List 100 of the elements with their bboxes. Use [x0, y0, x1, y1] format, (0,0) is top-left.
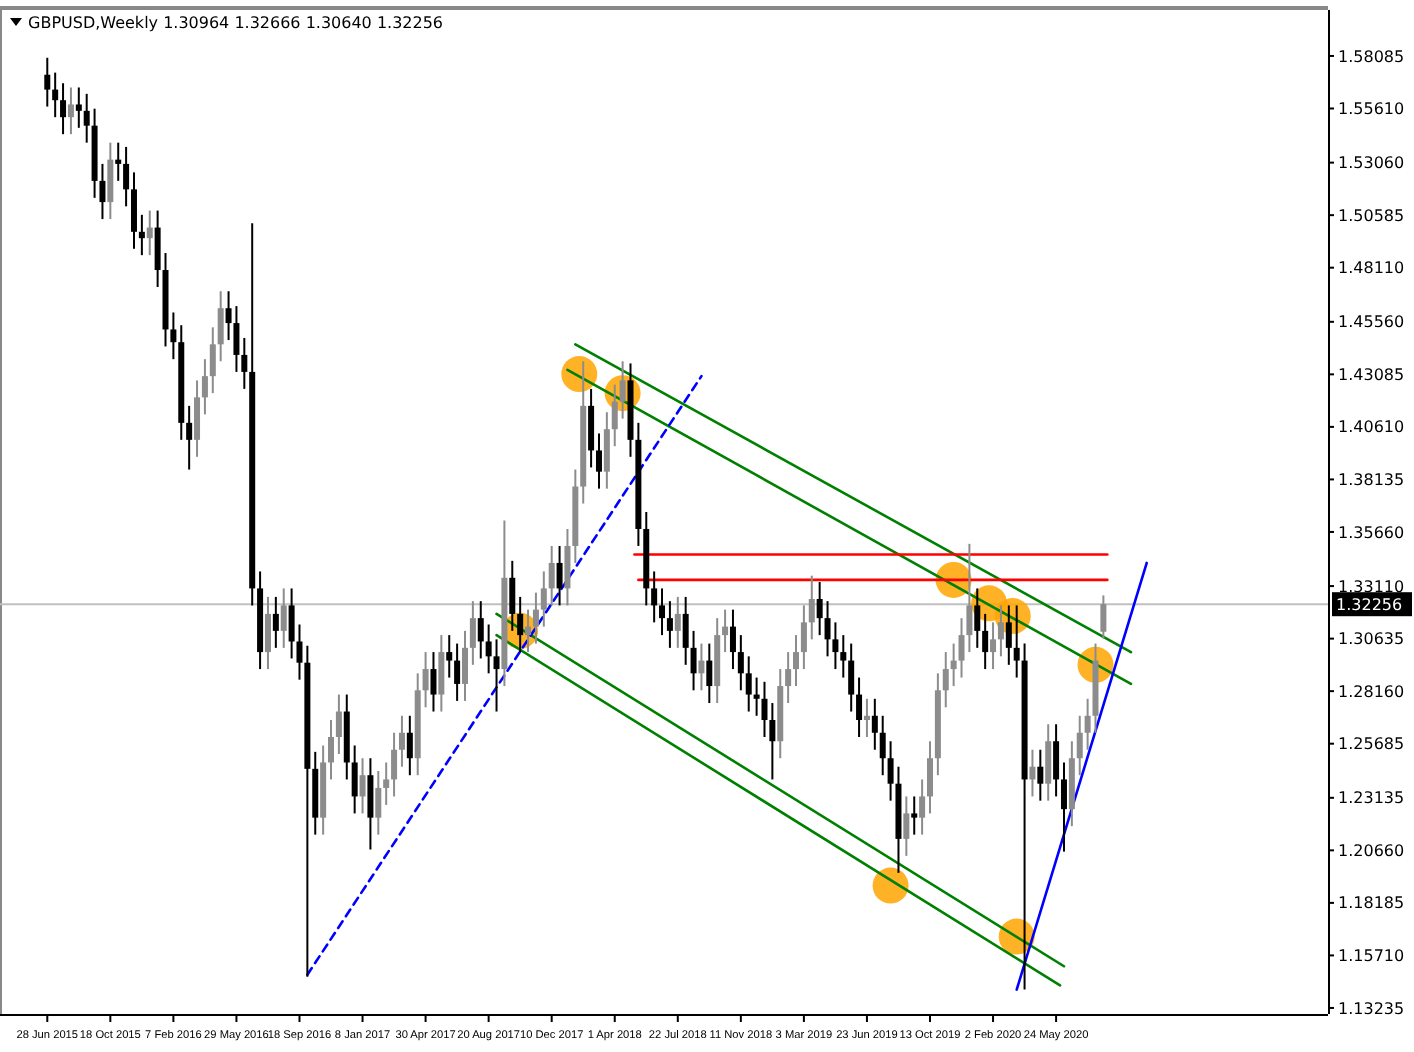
- candlestick: [430, 651, 437, 713]
- candlestick: [595, 432, 602, 490]
- candlestick: [201, 358, 208, 416]
- candlestick: [1084, 697, 1091, 751]
- candlestick: [509, 559, 516, 632]
- candlestick: [911, 795, 918, 836]
- candlestick: [1076, 714, 1083, 777]
- candlestick: [556, 544, 563, 607]
- candlestick: [272, 595, 279, 649]
- candlestick: [603, 411, 610, 490]
- candlestick: [454, 642, 461, 702]
- candlestick: [1029, 748, 1036, 798]
- candlestick: [438, 634, 445, 713]
- y-tick-label: 1.50585: [1338, 206, 1405, 225]
- candlestick: [698, 642, 705, 692]
- y-tick-label: 1.58085: [1338, 47, 1405, 66]
- y-tick-label: 1.53060: [1338, 154, 1405, 173]
- ref-line-label: 1.32256: [1336, 595, 1403, 614]
- candlestick: [1005, 604, 1012, 666]
- candlestick: [950, 642, 957, 688]
- candlestick: [856, 676, 863, 738]
- candlestick: [619, 360, 626, 420]
- y-tick-label: 1.23135: [1338, 789, 1405, 808]
- candlestick: [52, 71, 59, 119]
- y-tick-label: 1.15710: [1338, 947, 1405, 966]
- candlestick: [651, 570, 658, 624]
- candlestick: [982, 612, 989, 671]
- candlestick: [1053, 723, 1060, 798]
- candlestick: [209, 326, 216, 395]
- candlestick: [146, 209, 153, 257]
- candlestick: [123, 145, 130, 208]
- candlestick: [525, 608, 532, 654]
- candlestick: [919, 778, 926, 836]
- candlestick: [1045, 723, 1052, 802]
- candlestick: [548, 544, 555, 607]
- candlestick: [540, 570, 547, 628]
- candlestick: [745, 655, 752, 713]
- candlestick: [241, 336, 248, 390]
- y-tick-label: 1.13235: [1338, 999, 1405, 1018]
- candlestick: [67, 86, 74, 136]
- candlestick: [840, 634, 847, 679]
- candlestick: [462, 629, 468, 702]
- candlestick: [808, 574, 815, 641]
- candlestick: [532, 591, 539, 645]
- candlestick: [186, 404, 193, 471]
- candlestick: [280, 587, 287, 649]
- chart-title: GBPUSD,Weekly 1.30964 1.32666 1.30640 1.32256: [28, 14, 444, 32]
- y-tick-label: 1.55610: [1338, 100, 1405, 119]
- y-tick-label: 1.43085: [1338, 365, 1405, 384]
- candlestick: [793, 634, 800, 688]
- candlestick: [44, 56, 51, 108]
- candlestick: [485, 623, 492, 675]
- candlestick: [690, 629, 697, 692]
- candlestick: [107, 141, 114, 221]
- candlestick: [115, 141, 122, 182]
- candlestick: [942, 651, 949, 709]
- y-tick-label: 1.48110: [1338, 259, 1405, 278]
- y-tick-label: 1.45560: [1338, 313, 1405, 332]
- y-tick-label: 1.38135: [1338, 471, 1405, 490]
- candlestick: [477, 600, 484, 660]
- candlestick: [769, 702, 776, 781]
- candlestick: [848, 642, 855, 713]
- y-tick-label: 1.33110: [1338, 577, 1405, 596]
- candlestick: [863, 697, 870, 738]
- candlestick: [990, 621, 997, 671]
- candlestick: [974, 587, 981, 649]
- y-tick-label: 1.25685: [1338, 735, 1405, 754]
- candlestick: [383, 761, 390, 806]
- candlestick: [564, 527, 571, 607]
- candlestick: [729, 608, 736, 671]
- candlestick: [493, 638, 500, 713]
- y-tick-label: 1.30635: [1338, 630, 1405, 649]
- candlestick: [816, 581, 823, 637]
- candlestick: [879, 714, 886, 777]
- candlestick: [391, 731, 398, 798]
- candlestick: [422, 651, 429, 709]
- candlestick: [138, 213, 145, 257]
- candlestick: [264, 595, 271, 671]
- y-tick-label: 1.28160: [1338, 682, 1405, 701]
- candlestick: [367, 757, 374, 851]
- candlestick: [446, 634, 453, 679]
- candlestick: [1037, 748, 1044, 802]
- candlestick: [659, 587, 666, 637]
- y-tick-label: 1.35660: [1338, 523, 1405, 542]
- candlestick: [217, 290, 224, 363]
- candlestick: [75, 86, 82, 129]
- candlestick: [517, 595, 524, 654]
- candlestick: [60, 82, 67, 136]
- y-tick-label: 1.20660: [1338, 841, 1405, 860]
- candlestick: [469, 600, 476, 666]
- candlestick: [926, 740, 933, 815]
- candlestick: [722, 608, 729, 654]
- candlestick: [1013, 604, 1020, 679]
- candlestick: [398, 714, 405, 768]
- candlestick: [335, 693, 342, 755]
- candlestick: [903, 795, 910, 857]
- candlestick: [871, 697, 878, 751]
- candlestick: [351, 744, 358, 815]
- candlestick: [997, 604, 1004, 658]
- candlestick: [666, 600, 673, 649]
